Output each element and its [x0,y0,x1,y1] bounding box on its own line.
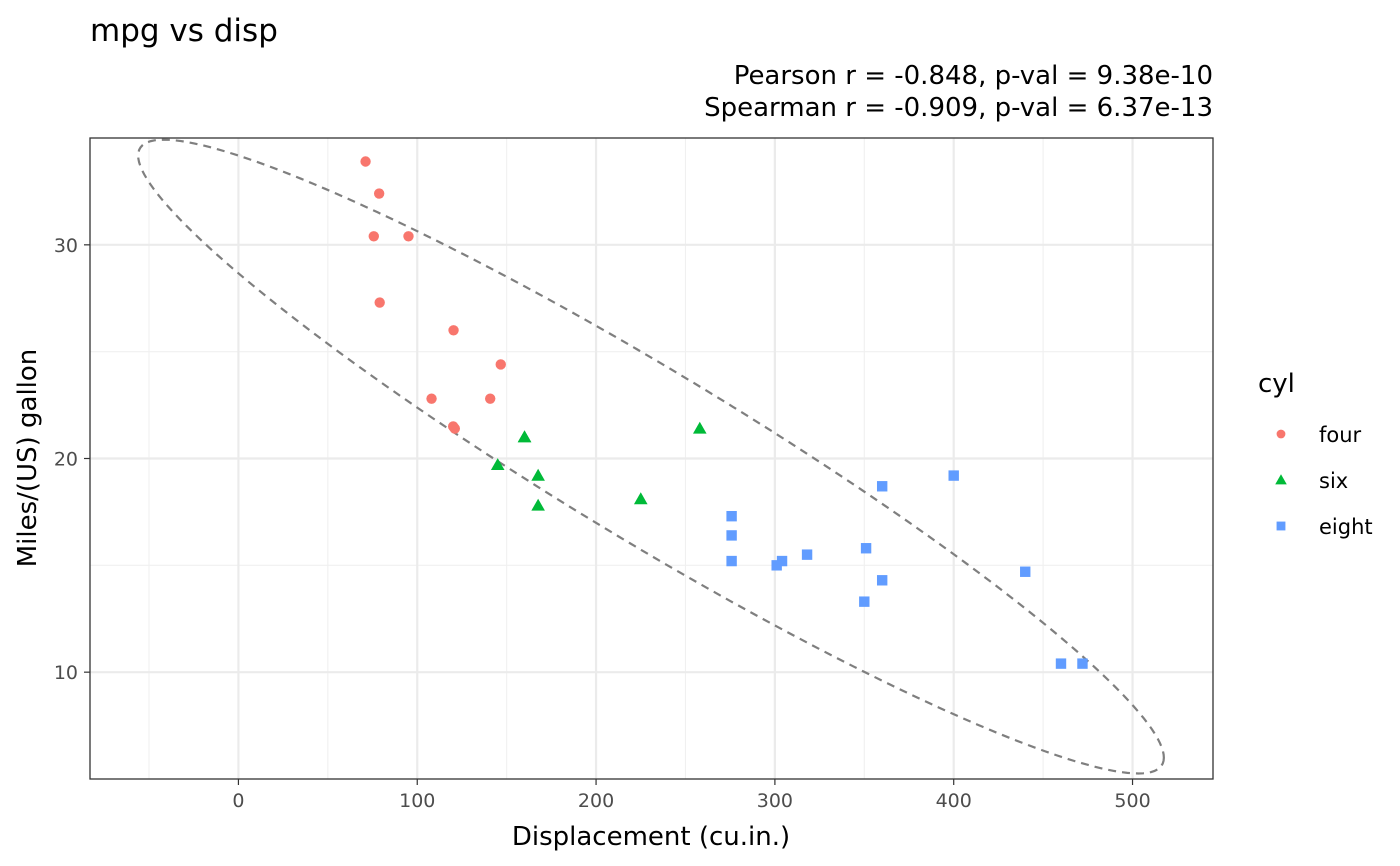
grid-major [90,138,1213,779]
point-eight [726,510,737,522]
point-eight [771,560,782,571]
point-four [360,156,371,167]
point-eight [776,555,788,567]
point-eight [1077,658,1088,669]
x-tick-label: 400 [936,790,972,812]
point-four [448,325,459,336]
point-eight [859,596,870,607]
points-layer [360,156,1088,669]
y-axis-ticks: 10 20 30 [54,235,90,684]
point-six [531,498,545,511]
point-eight [876,481,888,492]
legend-label-eight: eight [1319,515,1373,539]
x-axis-title: Displacement (cu.in.) [512,822,790,852]
point-four [449,423,460,434]
legend-key-six [1275,474,1287,485]
y-tick-label: 20 [54,449,78,471]
legend-keys [1275,429,1287,531]
chart-subtitle-line-1: Pearson r = -0.848, p-val = 9.38e-10 [734,61,1213,91]
point-four [368,231,379,242]
point-eight [726,530,737,541]
point-eight [876,575,888,586]
legend-label-four: four [1319,423,1362,447]
confidence-ellipse [137,138,1165,775]
x-axis-ticks: 0 100 200 300 400 500 [232,779,1151,812]
legend-key-eight [1276,521,1286,531]
point-four [373,188,385,199]
x-tick-label: 500 [1114,790,1150,812]
x-tick-label: 200 [578,790,614,812]
point-six [490,458,505,471]
point-eight [860,543,872,554]
point-eight [801,549,813,560]
point-six [517,430,532,443]
point-six [692,421,707,434]
point-six [531,468,545,481]
point-eight [1055,658,1067,669]
point-four [426,393,437,404]
point-eight [726,555,737,567]
confidence-ellipse-layer [137,138,1165,775]
point-four [403,231,414,242]
x-tick-label: 100 [399,790,435,812]
legend-title: cyl [1258,369,1295,399]
point-six [633,492,648,505]
point-four [495,359,506,370]
legend-key-four [1276,429,1286,439]
chart-title: mpg vs disp [90,13,278,49]
y-tick-label: 10 [54,662,78,684]
legend-label-six: six [1319,469,1348,493]
chart-subtitle-line-2: Spearman r = -0.909, p-val = 6.37e-13 [704,93,1213,123]
y-axis-title: Miles/(US) gallon [13,349,43,568]
point-eight [1020,566,1031,577]
legend: cyl four six eight [1258,369,1373,539]
y-tick-label: 30 [54,235,78,257]
x-tick-label: 300 [757,790,793,812]
point-four [485,393,496,404]
point-four [374,297,385,308]
point-eight [948,470,959,481]
x-tick-label: 0 [232,790,244,812]
